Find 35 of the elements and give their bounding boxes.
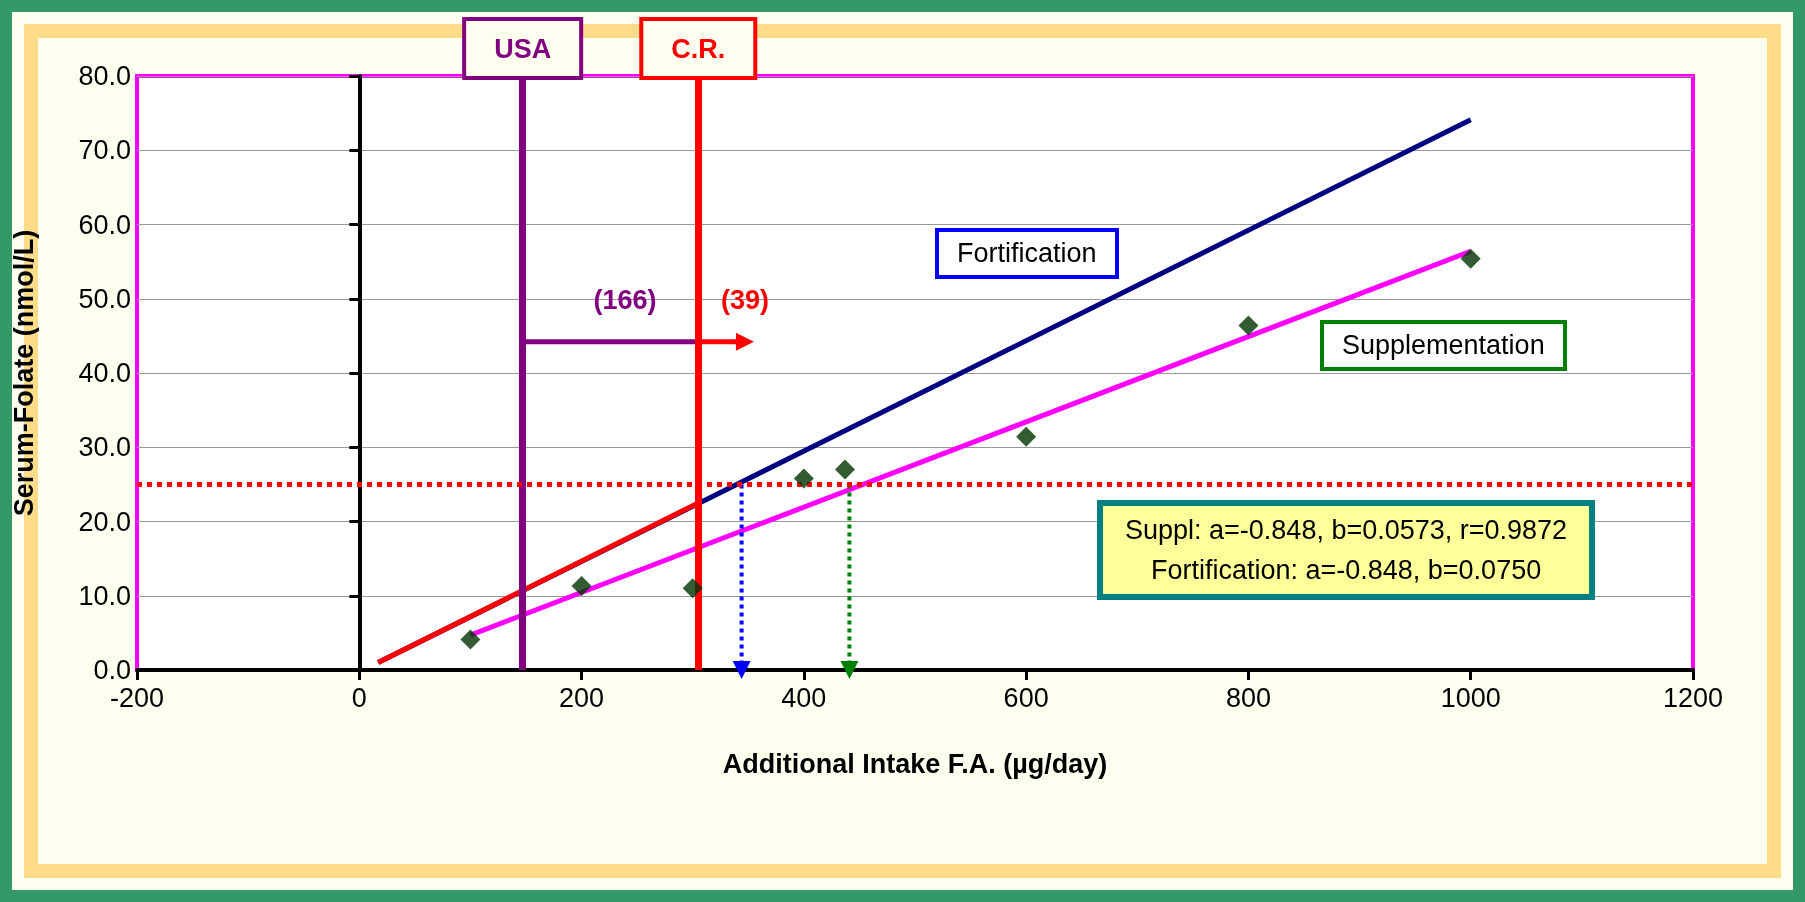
y-tick-label: 30.0: [78, 432, 131, 463]
x-tick-label: 800: [1225, 682, 1271, 713]
x-tick-label: 1000: [1440, 682, 1501, 713]
point: [571, 576, 592, 597]
point: [1238, 315, 1259, 336]
point: [1460, 248, 1481, 269]
annotation: Suppl: a=-0.848, b=0.0573, r=0.9872: [1125, 514, 1568, 547]
point: [793, 468, 814, 489]
x-tick-label: 400: [781, 682, 827, 713]
annotation: Fortification: a=-0.848, b=0.0750: [1149, 554, 1543, 587]
y-tick-label: 60.0: [78, 209, 131, 240]
x-tick-label: 200: [559, 682, 605, 713]
point: [1016, 426, 1037, 447]
y-tick-label: 80.0: [78, 61, 131, 91]
y-tick-label: 0.0: [93, 655, 131, 685]
y-tick-label: 50.0: [78, 283, 131, 314]
point: [460, 629, 481, 650]
x-tick-label: 1200: [1662, 682, 1724, 713]
y-tick-label: 70.0: [78, 135, 131, 166]
point: [682, 578, 703, 599]
y-tick-label: 20.0: [78, 506, 131, 537]
annotation: (166): [593, 285, 657, 315]
point: [834, 459, 855, 480]
x-axis-title: Additional Intake F.A. (µg/day): [722, 748, 1108, 779]
x-tick-label: 600: [1003, 682, 1049, 713]
annotation: (39): [720, 285, 770, 315]
ref-line-label: C.R.: [671, 33, 726, 64]
x-tick-label: -200: [109, 682, 165, 713]
x-tick-label: 0: [351, 682, 367, 713]
y-tick-label: 40.0: [78, 358, 131, 388]
y-axis-title: Serum-Folate (nmol/L): [8, 229, 39, 517]
ref-line-label: USA: [494, 33, 552, 64]
series-label: Supplementation: [1320, 320, 1567, 371]
y-tick-label: 10.0: [78, 580, 131, 611]
series-label: Fortification: [935, 228, 1119, 279]
